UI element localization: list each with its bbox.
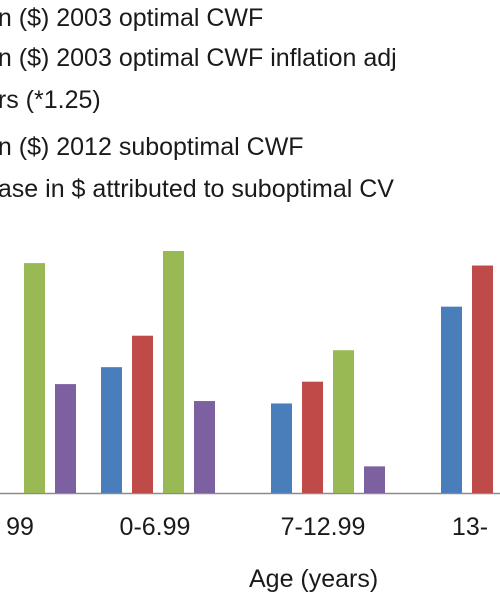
- bar-series2-7-12.99: [302, 381, 323, 493]
- bar-series2-0-6.99: [132, 335, 153, 493]
- x-tick-label-1: 99: [6, 513, 34, 541]
- x-tick-label-2: 0-6.99: [120, 513, 191, 541]
- bar-series2-13-: [472, 265, 493, 493]
- x-tick-labels: 99 0-6.99 7-12.99 13-: [6, 513, 488, 541]
- x-tick-label-4: 13-: [452, 513, 488, 541]
- legend-entry-2-continued: ars (*1.25): [0, 86, 101, 114]
- x-axis-title: Age (years): [249, 565, 379, 593]
- legend-entry-3: an ($) 2012 suboptimal CWF: [0, 133, 304, 161]
- bar-series4-0-6.99: [194, 401, 215, 493]
- bar-series4-99: [55, 384, 76, 493]
- bars-group: [24, 251, 493, 493]
- legend-entry-2: an ($) 2003 optimal CWF inflation adj: [0, 44, 397, 72]
- bar-series1-13-: [441, 306, 462, 493]
- bar-series3-0-6.99: [163, 251, 184, 493]
- chart-legend: an ($) 2003 optimal CWF an ($) 2003 opti…: [0, 0, 500, 230]
- bar-series1-0-6.99: [101, 367, 122, 493]
- legend-entry-1: an ($) 2003 optimal CWF: [0, 4, 264, 32]
- bar-series4-7-12.99: [364, 466, 385, 493]
- x-tick-label-3: 7-12.99: [281, 513, 366, 541]
- legend-entry-4: ease in $ attributed to suboptimal CV: [0, 175, 394, 203]
- bar-series3-7-12.99: [333, 350, 354, 493]
- bar-series3-99: [24, 263, 45, 493]
- bar-series1-7-12.99: [271, 403, 292, 493]
